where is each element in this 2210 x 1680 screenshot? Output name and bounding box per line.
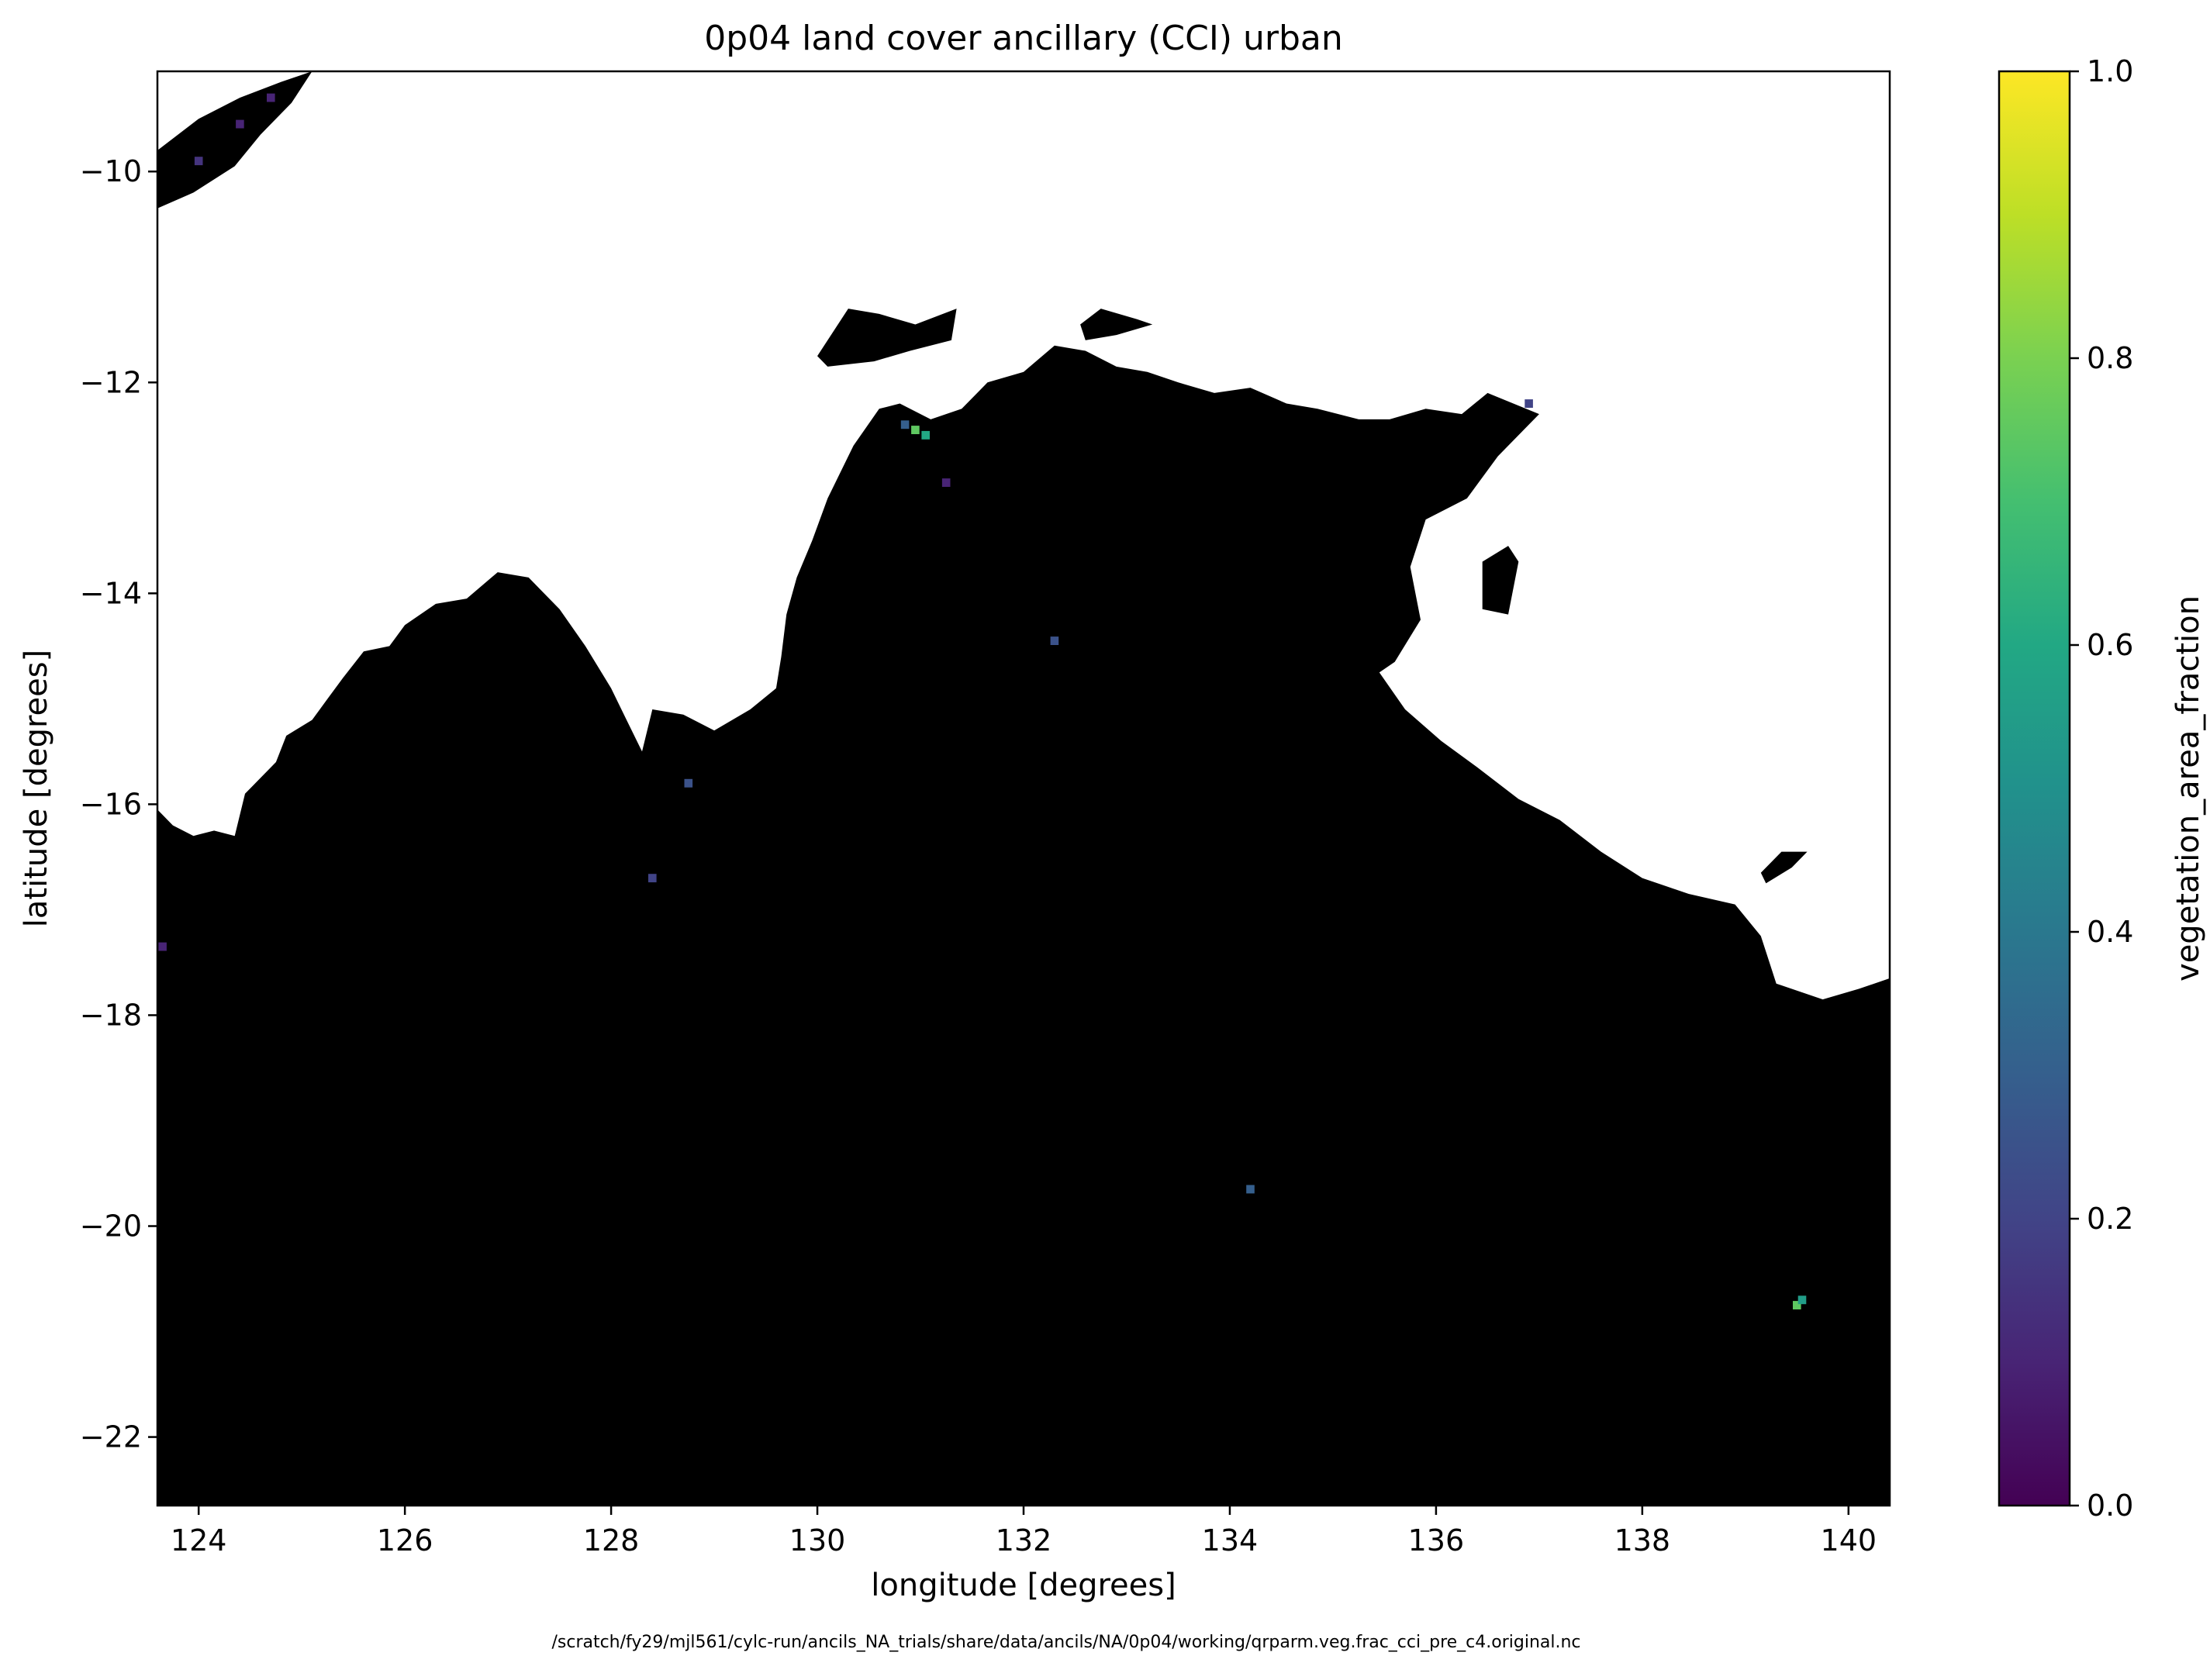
x-tick-label: 130 [789,1523,846,1558]
urban-cell-3 [1050,636,1059,645]
y-tick-label: −10 [80,154,142,188]
urban-cell-1 [921,430,930,440]
urban-cell-10 [941,478,951,487]
y-tick-label: −20 [80,1209,142,1244]
y-tick-label: −16 [80,787,142,821]
urban-cell-5 [648,874,657,883]
island-landmass-2 [1080,309,1153,340]
plot-area [156,70,1891,1507]
y-tick-label: −14 [80,576,142,610]
x-tick-label: 126 [377,1523,433,1558]
colorbar-tick-label: 0.8 [2087,341,2133,375]
x-axis-label: longitude [degrees] [871,1568,1176,1603]
urban-cell-8 [1797,1295,1807,1305]
y-axis: −10 −12 −14 −16 −18 −20 −22 [80,154,157,1454]
island-landmass-3 [1482,546,1519,615]
mainland-landmass [157,345,1890,1506]
x-tick-label: 140 [1821,1523,1877,1558]
colorbar: 0.0 0.2 0.4 0.6 0.8 1.0 vegetation_area_fract… [1998,54,2206,1523]
x-tick-label: 136 [1408,1523,1465,1558]
source-path-footer: /scratch/fy29/mjl561/cylc-run/ancils_NA_… [551,1633,1580,1652]
island-landmass-1 [817,309,957,367]
island-landmass-0 [157,71,313,209]
colorbar-tick-label: 0.0 [2087,1489,2133,1523]
colorbar-tick-label: 0.6 [2087,628,2133,662]
island-landmass-4 [1760,851,1808,884]
urban-cell-6 [1246,1185,1255,1194]
urban-cell-14 [158,942,167,951]
urban-cell-13 [267,93,275,102]
urban-cell-11 [236,119,244,129]
urban-cell-12 [194,157,203,166]
chart-title: 0p04 land cover ancillary (CCI) urban [704,19,1342,58]
colorbar-frame [1998,70,2071,1507]
urban-cell-7 [1793,1301,1801,1309]
y-tick-label: −12 [80,365,142,399]
x-axis: 124 126 128 130 132 134 136 138 140 [171,1506,1877,1558]
map-layer [157,71,1890,1506]
urban-cell-9 [1525,399,1533,408]
colorbar-ticks: 0.0 0.2 0.4 0.6 0.8 1.0 [2070,54,2133,1523]
y-tick-label: −18 [80,998,142,1032]
colorbar-label: vegetation_area_fraction [2170,595,2206,981]
colorbar-tick-label: 1.0 [2087,54,2133,88]
y-axis-label: latitude [degrees] [19,650,54,927]
colorbar-gradient [1999,71,2070,1506]
colorbar-tick-label: 0.2 [2087,1202,2133,1236]
x-tick-label: 132 [996,1523,1052,1558]
urban-cell-2 [900,420,910,429]
x-tick-label: 124 [171,1523,227,1558]
x-tick-label: 134 [1202,1523,1259,1558]
colorbar-tick-label: 0.4 [2087,915,2133,949]
y-tick-label: −22 [80,1420,142,1454]
x-tick-label: 128 [583,1523,640,1558]
x-tick-label: 138 [1614,1523,1671,1558]
urban-cell-4 [684,778,693,788]
urban-cell-0 [911,426,920,434]
